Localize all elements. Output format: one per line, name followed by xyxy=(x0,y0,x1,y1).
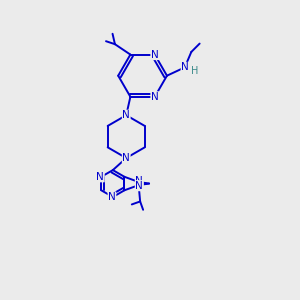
Text: N: N xyxy=(122,153,130,163)
Text: H: H xyxy=(190,66,198,76)
Text: N: N xyxy=(108,192,116,202)
Text: N: N xyxy=(151,50,159,60)
Text: N: N xyxy=(151,92,159,102)
Text: N: N xyxy=(181,62,189,72)
Text: N: N xyxy=(96,172,104,182)
Text: N: N xyxy=(135,176,143,186)
Text: N: N xyxy=(135,181,143,191)
Text: N: N xyxy=(122,110,130,120)
